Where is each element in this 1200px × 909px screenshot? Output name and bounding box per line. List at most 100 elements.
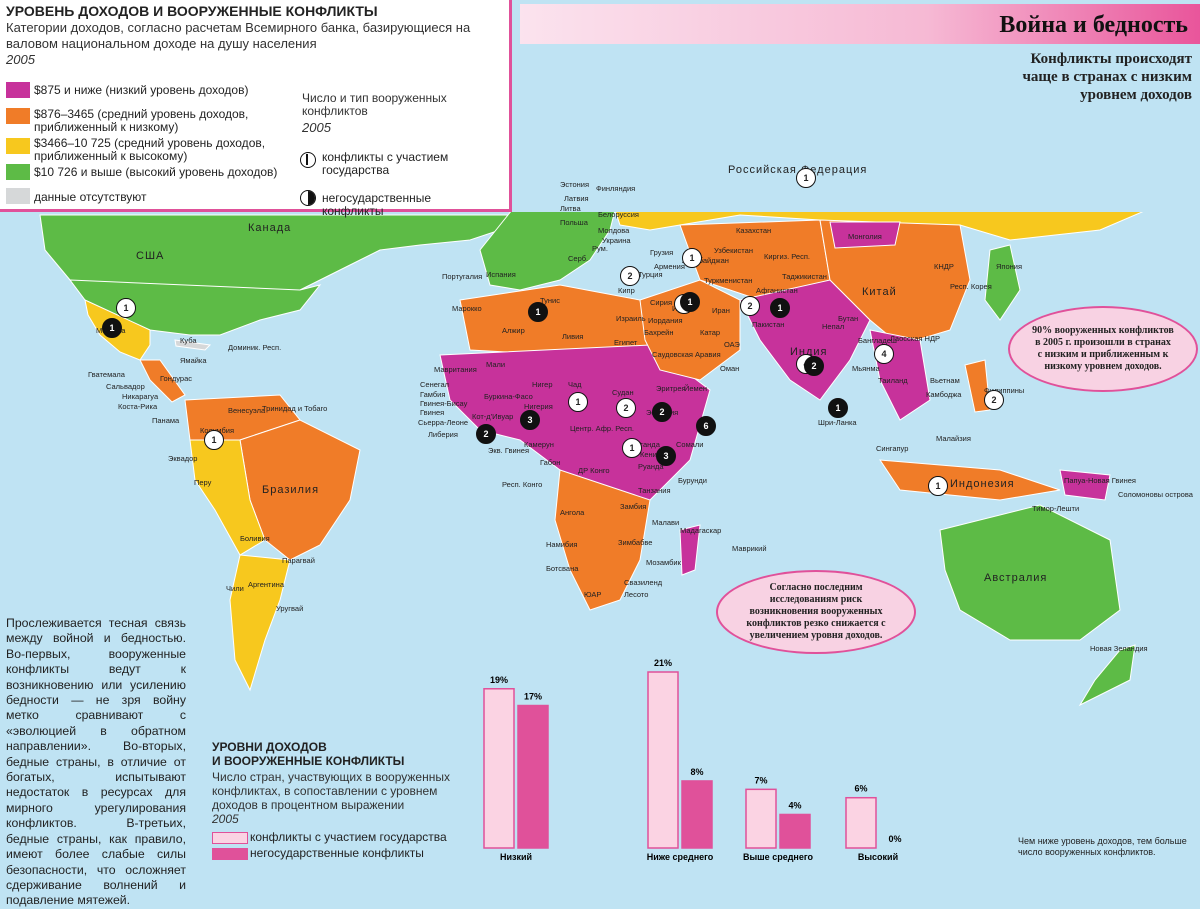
country-label: Ямайка bbox=[180, 356, 207, 365]
nonstate-conflict-marker: 1 bbox=[828, 398, 848, 418]
country-label: Туркменистан bbox=[704, 276, 753, 285]
label-lower-middle-income: $876–3465 (средний уровень доходов, приб… bbox=[34, 107, 249, 134]
country-label: Камбоджа bbox=[926, 390, 962, 399]
bar-state bbox=[745, 788, 777, 849]
chart-legend-label-state: конфликты с участием государства bbox=[250, 830, 447, 844]
country-label: Соломоновы острова bbox=[1118, 490, 1193, 499]
country-label: Таиланд bbox=[878, 376, 908, 385]
world-map bbox=[0, 212, 1200, 866]
country-label: Индонезия bbox=[950, 478, 1015, 490]
country-label: Армения bbox=[654, 262, 685, 271]
japan-region bbox=[984, 244, 1021, 321]
callout-research: Согласно последним исследованиям риск во… bbox=[716, 570, 916, 654]
country-label: Сирия bbox=[650, 298, 673, 307]
country-label: Камерун bbox=[524, 440, 554, 449]
callout-ninety-percent: 90% вооруженных конфликтов в 2005 г. про… bbox=[1008, 306, 1198, 392]
bar-state bbox=[647, 671, 679, 849]
country-label: Тунис bbox=[540, 296, 560, 305]
country-label: Пакистан bbox=[752, 320, 785, 329]
southern-africa-region bbox=[554, 469, 651, 611]
state-conflict-marker: 1 bbox=[116, 298, 136, 318]
swatch-low-income bbox=[6, 82, 30, 98]
country-label: Зимбабве bbox=[618, 538, 653, 547]
nonstate-conflict-marker: 2 bbox=[652, 402, 672, 422]
chart-legend-label-nonstate: негосударственные конфликты bbox=[250, 846, 424, 860]
country-label: Сингапур bbox=[876, 444, 909, 453]
country-label: Свазиленд bbox=[624, 578, 663, 587]
bar-nonstate bbox=[779, 813, 811, 849]
central-america-region bbox=[139, 359, 186, 403]
nonstate-conflict-marker: 6 bbox=[696, 416, 716, 436]
country-label: Белоруссия bbox=[598, 210, 639, 219]
country-label: Аргентина bbox=[248, 580, 284, 589]
country-label: ОАЭ bbox=[724, 340, 740, 349]
country-label: Уругвай bbox=[276, 604, 304, 613]
country-label: Непал bbox=[822, 322, 845, 331]
bar-value-label: 8% bbox=[690, 767, 703, 777]
country-label: Иран bbox=[712, 306, 730, 315]
country-label: Боливия bbox=[240, 534, 270, 543]
page-subtitle: Конфликты происходят чаще в странах с ни… bbox=[1022, 51, 1192, 103]
chart-title-line2: И ВООРУЖЕННЫЕ КОНФЛИКТЫ bbox=[212, 754, 405, 768]
country-label: Испания bbox=[486, 270, 516, 279]
country-label: Вьетнам bbox=[930, 376, 960, 385]
legend-title: УРОВЕНЬ ДОХОДОВ И ВООРУЖЕННЫЕ КОНФЛИКТЫ bbox=[6, 3, 378, 19]
philippines-region bbox=[964, 359, 991, 413]
state-conflict-marker: 2 bbox=[620, 266, 640, 286]
country-label: Таджикистан bbox=[782, 272, 827, 281]
country-label: Куба bbox=[180, 336, 197, 345]
bar-value-label: 17% bbox=[524, 692, 542, 702]
new-zealand-region bbox=[1078, 644, 1136, 707]
country-label: Киргиз. Респ. bbox=[764, 252, 810, 261]
nonstate-conflict-marker: 2 bbox=[804, 356, 824, 376]
conflicts-legend-year: 2005 bbox=[302, 120, 331, 135]
country-label: Япония bbox=[996, 262, 1023, 271]
swatch-lower-middle-income bbox=[6, 108, 30, 124]
state-conflict-marker: 1 bbox=[928, 476, 948, 496]
western-europe-region bbox=[479, 212, 616, 291]
madagascar-region bbox=[679, 524, 701, 576]
country-label: Российская Федерация bbox=[728, 164, 868, 176]
country-label: Респ. Корея bbox=[950, 282, 992, 291]
state-conflict-marker: 2 bbox=[616, 398, 636, 418]
nonstate-conflict-marker: 2 bbox=[476, 424, 496, 444]
country-label: КНДР bbox=[934, 262, 954, 271]
country-label: Узбекистан bbox=[714, 246, 753, 255]
country-label: Эквадор bbox=[168, 454, 198, 463]
country-label: Тимор-Лешти bbox=[1032, 504, 1080, 513]
bar-value-label: 0% bbox=[888, 834, 901, 844]
state-conflict-icon bbox=[300, 152, 316, 168]
country-label: Парагвай bbox=[282, 556, 315, 565]
country-label: Алжир bbox=[502, 326, 525, 335]
country-label: Мьянма bbox=[852, 364, 880, 373]
country-label: Папуа-Новая Гвинея bbox=[1064, 476, 1136, 485]
country-label: Мозамбик bbox=[646, 558, 681, 567]
bar-value-label: 4% bbox=[788, 800, 801, 810]
legend-description: Категории доходов, согласно расчетам Все… bbox=[6, 20, 471, 51]
body-text: Прослеживается тесная связь между войной… bbox=[6, 616, 186, 908]
state-conflict-marker: 1 bbox=[568, 392, 588, 412]
country-label: ДР Конго bbox=[578, 466, 610, 475]
country-label: Гвинея-Бисау bbox=[420, 399, 468, 408]
category-label: Низкий bbox=[500, 852, 532, 862]
png-region bbox=[1059, 469, 1111, 501]
country-label: Оман bbox=[720, 364, 740, 373]
country-label: Экв. Гвинея bbox=[488, 446, 530, 455]
country-label: Финляндия bbox=[596, 184, 636, 193]
country-label: Ботсвана bbox=[546, 564, 579, 573]
bar-value-label: 21% bbox=[654, 658, 672, 668]
state-conflict-marker: 1 bbox=[796, 168, 816, 188]
country-label: США bbox=[136, 250, 165, 262]
country-label: Намибия bbox=[546, 540, 578, 549]
chart-legend-swatch-nonstate bbox=[212, 848, 248, 860]
country-label: Кот-д'Ивуар bbox=[472, 412, 514, 421]
nonstate-conflict-label: негосударственные конфликты bbox=[322, 191, 432, 218]
country-label: Маврикий bbox=[732, 544, 767, 553]
country-label: Бахрейн bbox=[644, 328, 674, 337]
country-label: Австралия bbox=[984, 572, 1048, 584]
label-no-data: данные отсутствуют bbox=[34, 190, 147, 204]
country-label: Украина bbox=[602, 236, 631, 245]
country-label: Канада bbox=[248, 222, 292, 234]
bar-value-label: 19% bbox=[490, 675, 508, 685]
country-label: Бразилия bbox=[262, 484, 320, 496]
